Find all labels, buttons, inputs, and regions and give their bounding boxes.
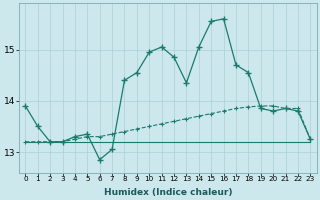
X-axis label: Humidex (Indice chaleur): Humidex (Indice chaleur)	[104, 188, 232, 197]
